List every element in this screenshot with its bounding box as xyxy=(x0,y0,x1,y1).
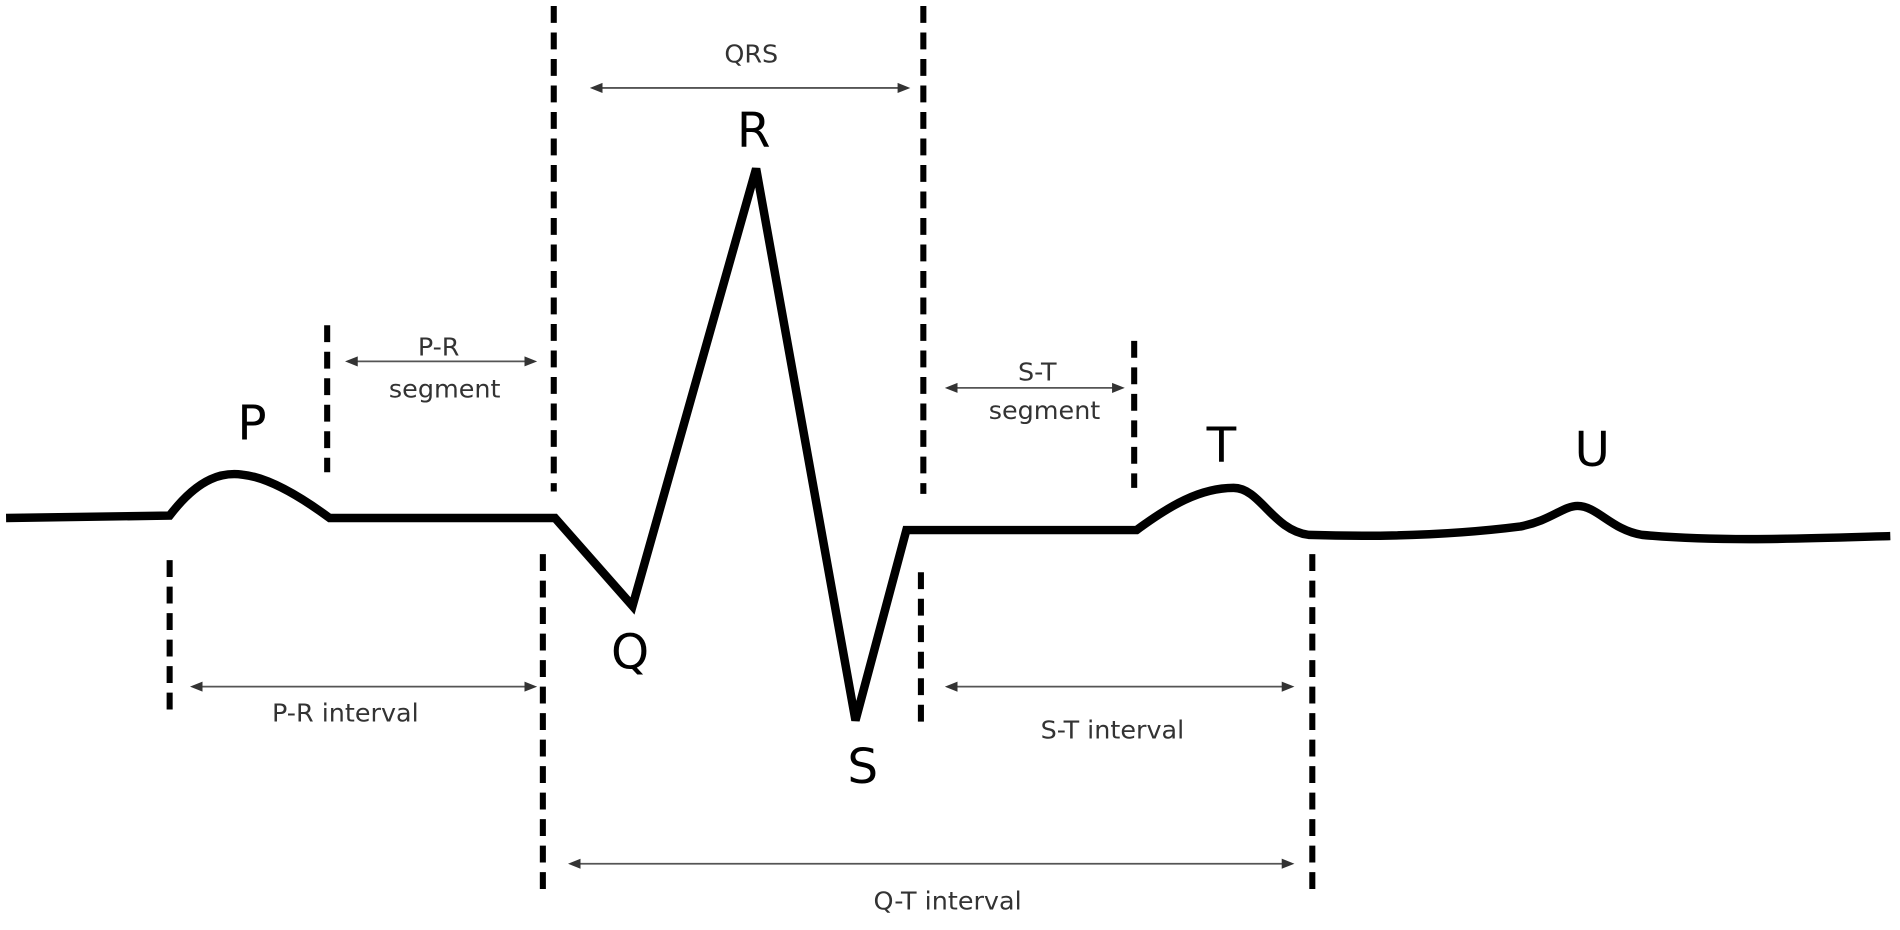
label-pr-segment-2: segment xyxy=(389,374,501,404)
label-r: R xyxy=(737,103,771,159)
label-st-interval: S-T interval xyxy=(1041,715,1185,745)
label-qt-interval: Q-T interval xyxy=(873,886,1021,916)
label-q: Q xyxy=(611,625,649,681)
label-st-segment-1: S-T xyxy=(1018,357,1057,387)
label-pr-interval: P-R interval xyxy=(272,698,419,728)
label-p: P xyxy=(237,396,266,452)
label-u: U xyxy=(1574,422,1609,478)
label-s: S xyxy=(847,739,878,795)
ecg-waveform xyxy=(5,167,1891,722)
label-pr-segment-1: P-R xyxy=(418,331,460,361)
label-qrs: QRS xyxy=(724,39,778,69)
label-st-segment-2: segment xyxy=(989,395,1101,425)
label-t: T xyxy=(1206,418,1237,474)
